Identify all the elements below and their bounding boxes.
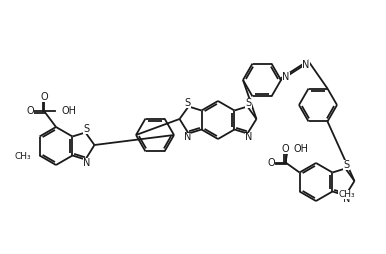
- Text: O: O: [40, 92, 48, 102]
- Text: CH₃: CH₃: [15, 152, 32, 161]
- Text: O: O: [26, 106, 34, 116]
- Text: O: O: [268, 157, 275, 167]
- Text: N: N: [184, 133, 191, 142]
- Text: S: S: [245, 98, 252, 107]
- Text: OH: OH: [61, 106, 76, 116]
- Text: N: N: [282, 72, 290, 82]
- Text: S: S: [344, 160, 349, 169]
- Text: CH₃: CH₃: [339, 190, 355, 199]
- Text: OH: OH: [293, 144, 308, 153]
- Text: S: S: [185, 98, 191, 107]
- Text: N: N: [343, 195, 350, 204]
- Text: N: N: [302, 60, 310, 70]
- Text: N: N: [83, 158, 90, 168]
- Text: O: O: [282, 144, 290, 153]
- Text: N: N: [245, 133, 252, 142]
- Text: S: S: [83, 124, 90, 134]
